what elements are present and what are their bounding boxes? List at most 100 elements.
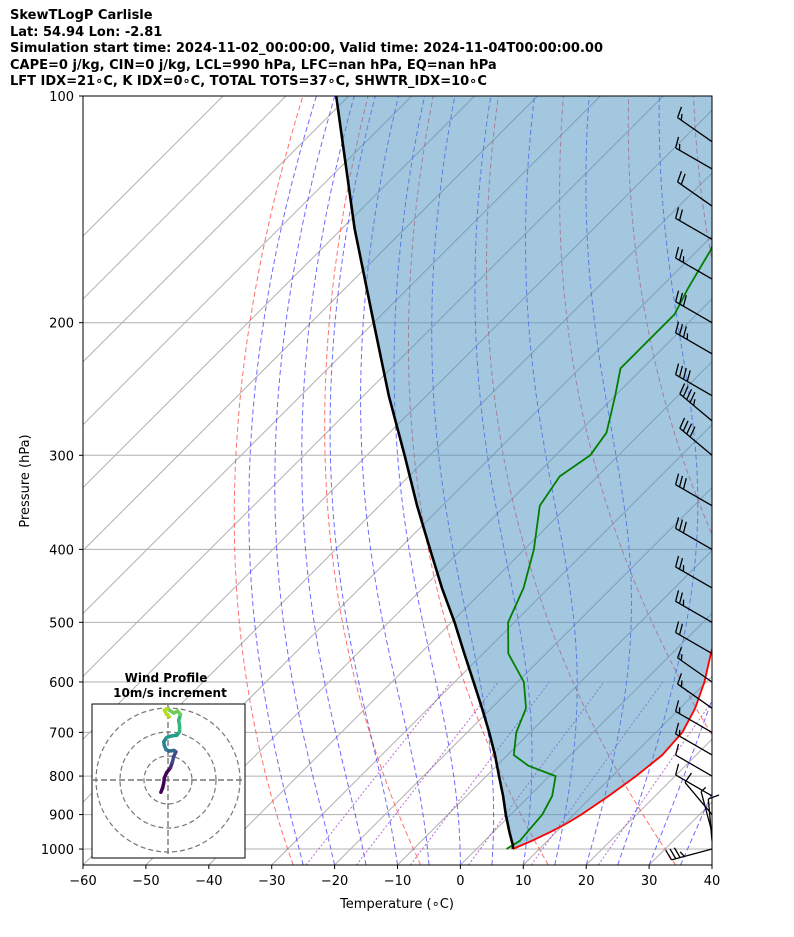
- barb-feather: [678, 365, 684, 378]
- temperature-profile-line: [512, 646, 712, 850]
- barb-feather: [686, 423, 693, 435]
- barb-feather: [674, 207, 680, 219]
- barb-feather: [665, 849, 672, 861]
- barb-shaft: [675, 217, 713, 240]
- y-tick-label: 800: [49, 770, 74, 785]
- stability-indices-2: LFT IDX=21∘C, K IDX=0∘C, TOTAL TOTS=37∘C…: [10, 74, 487, 89]
- barb-shaft: [677, 657, 713, 683]
- barb-feather: [686, 370, 691, 382]
- isotherm: [83, 96, 475, 489]
- x-tick-label: −30: [258, 874, 285, 889]
- wind-barbs: [665, 106, 720, 861]
- barb-feather: [682, 294, 687, 307]
- barb-shaft: [675, 631, 713, 655]
- y-tick-label: 300: [49, 449, 74, 464]
- wind-barb: [679, 417, 713, 456]
- wind-barb: [676, 106, 713, 143]
- barb-feather: [674, 722, 680, 735]
- isotherm: [334, 486, 712, 865]
- barb-shaft: [677, 117, 713, 143]
- barb-feather: [708, 794, 720, 800]
- barb-feather: [678, 249, 684, 261]
- mixing-ratio-line: [305, 681, 452, 865]
- barb-feather: [689, 426, 696, 438]
- barb-feather: [676, 673, 683, 685]
- hodograph-inset: Wind Profile 10m/s increment: [91, 671, 246, 859]
- x-tick-label: 30: [641, 874, 658, 889]
- wind-barb: [679, 383, 713, 422]
- barb-shaft: [675, 147, 713, 170]
- barb-feather: [678, 519, 684, 531]
- wind-barb: [674, 321, 713, 355]
- barb-shaft: [684, 781, 713, 816]
- y-tick-label: 900: [49, 809, 74, 824]
- stability-indices: CAPE=0 j/kg, CIN=0 j/kg, LCL=990 hPa, LF…: [10, 57, 497, 73]
- barb-feather: [679, 851, 685, 857]
- wind-barb: [674, 517, 713, 550]
- barb-feather: [686, 388, 693, 400]
- barb-shaft: [675, 301, 713, 324]
- barb-feather: [680, 654, 683, 661]
- wind-barb: [674, 363, 713, 397]
- x-axis-label: Temperature (∘C): [339, 897, 454, 912]
- mixing-ratio-line: [597, 700, 712, 865]
- barb-feather: [692, 399, 696, 406]
- x-tick-label: −60: [69, 874, 96, 889]
- title: SkewTLogP Carlisle: [10, 8, 153, 23]
- moist-adiabat: [248, 96, 317, 865]
- barb-shaft: [707, 798, 713, 841]
- wind-barb: [674, 700, 713, 733]
- barb-shaft: [675, 257, 713, 280]
- barb-feather: [674, 363, 680, 375]
- moist-adiabat: [274, 96, 336, 865]
- barb-feather: [674, 136, 680, 149]
- x-tick-label: −50: [132, 874, 159, 889]
- barb-feather: [674, 700, 680, 712]
- barb-feather: [680, 680, 683, 687]
- barb-feather: [682, 367, 687, 380]
- chart-header: SkewTLogP Carlisle Lat: 54.94 Lon: -2.81…: [10, 8, 603, 91]
- y-tick-label: 1000: [41, 843, 74, 858]
- barb-feather: [682, 386, 689, 398]
- barb-shaft: [677, 181, 713, 207]
- barb-feather: [682, 420, 689, 432]
- barb-shaft: [679, 393, 713, 422]
- barb-feather: [676, 646, 683, 659]
- barb-feather: [679, 417, 686, 429]
- wind-barb: [674, 590, 713, 623]
- barb-feather: [676, 106, 683, 118]
- barb-feather: [674, 763, 680, 776]
- moist-adiabat: [617, 96, 699, 865]
- x-tick-label: 20: [578, 874, 595, 889]
- barb-shaft: [675, 484, 713, 507]
- barb-feather: [678, 292, 684, 305]
- barb-feather: [674, 590, 680, 602]
- wind-barb: [674, 763, 713, 797]
- barb-feather: [674, 246, 680, 259]
- isotherm: [83, 96, 287, 300]
- isotherm: [83, 96, 350, 363]
- barb-feather: [680, 113, 683, 121]
- y-tick-label: 500: [49, 616, 74, 631]
- wind-barb: [674, 473, 713, 507]
- barb-feather: [674, 290, 680, 302]
- location: Lat: 54.94 Lon: -2.81: [10, 24, 163, 40]
- wind-barb: [674, 722, 713, 756]
- barb-shaft: [675, 566, 713, 589]
- barb-feather: [673, 847, 681, 858]
- y-tick-label: 200: [49, 317, 74, 332]
- barb-feather: [682, 521, 687, 534]
- barb-shaft: [675, 733, 713, 756]
- barb-shaft: [671, 848, 713, 861]
- barb-feather: [678, 623, 684, 635]
- wind-barb: [674, 207, 713, 240]
- barb-shaft: [700, 791, 713, 833]
- barb-shaft: [675, 374, 713, 397]
- barb-feather: [678, 209, 684, 221]
- moist-adiabat: [648, 698, 712, 865]
- barb-feather: [678, 323, 684, 336]
- y-tick-label: 400: [49, 543, 74, 558]
- x-tick-label: 0: [456, 874, 464, 889]
- barb-feather: [682, 478, 687, 490]
